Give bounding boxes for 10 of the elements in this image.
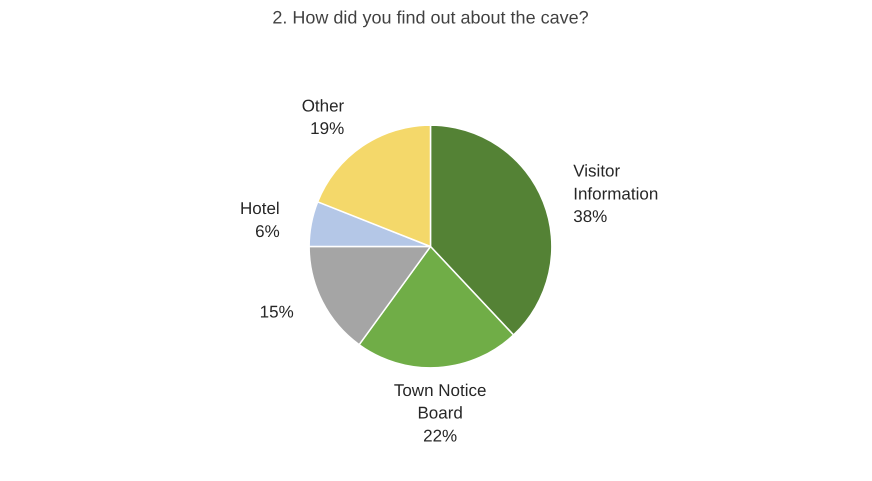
data-label: 22% [423,426,458,446]
data-label: 19% [310,119,344,138]
slice-label: Town Notice Board [394,380,486,423]
slice-label: Visitor Information [573,162,658,204]
chart-title: 2. How did you find out about the cave? [272,8,589,28]
data-label: 38% [573,207,608,226]
data-label: 6% [255,222,280,241]
data-label: 15% [260,302,294,322]
slice-label: Hotel [240,198,280,218]
slice-label: Other [302,96,345,116]
